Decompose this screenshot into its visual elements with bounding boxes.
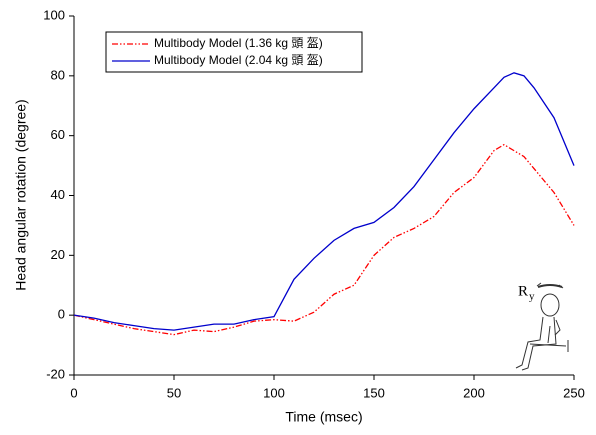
legend-label: Multibody Model (2.04 kg 頭 盔) [154, 52, 323, 67]
icon-label-sub: y [529, 291, 535, 303]
icon-label: R [518, 283, 528, 299]
x-tick-label: 150 [363, 385, 385, 400]
legend-box [105, 31, 363, 73]
y-tick-label: 80 [51, 67, 65, 82]
y-tick-label: 40 [51, 187, 65, 202]
y-tick-label: 20 [51, 247, 65, 262]
series-line [73, 72, 575, 331]
x-tick-label: 0 [70, 385, 77, 400]
x-tick-label: 250 [563, 385, 585, 400]
x-tick-label: 50 [167, 385, 181, 400]
series-line [73, 143, 575, 336]
y-tick-label: 60 [51, 127, 65, 142]
y-tick-label: -20 [46, 366, 65, 381]
seated-figure-icon [515, 282, 569, 371]
x-tick-label: 100 [263, 385, 285, 400]
x-tick-label: 200 [463, 385, 485, 400]
x-axis-label: Time (msec) [285, 409, 362, 425]
y-tick-label: 100 [43, 7, 65, 22]
y-tick-label: 0 [58, 307, 65, 322]
legend-label: Multibody Model (1.36 kg 頭 盔) [154, 35, 323, 50]
y-axis-label: Head angular rotation (degree) [13, 99, 29, 290]
